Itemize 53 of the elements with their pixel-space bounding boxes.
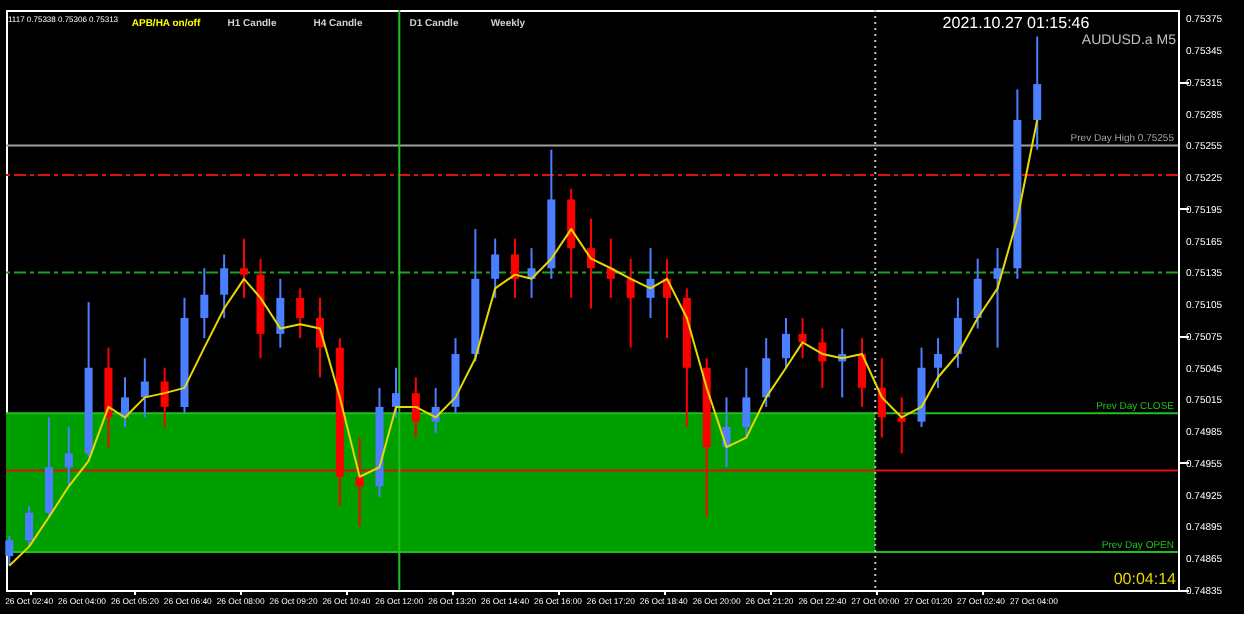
candlestick xyxy=(1033,35,1042,151)
annotation: 00:04:14 xyxy=(1113,570,1178,588)
candlestick xyxy=(606,237,615,299)
candlestick xyxy=(1013,88,1022,280)
candlestick xyxy=(296,287,305,340)
candlestick xyxy=(742,366,751,439)
candlestick xyxy=(375,386,384,498)
candlestick xyxy=(44,416,53,518)
candlestick xyxy=(64,426,73,488)
candlestick xyxy=(818,327,827,389)
candlestick xyxy=(682,287,691,429)
candlestick xyxy=(411,376,420,439)
candlestick xyxy=(587,217,596,310)
candlestick xyxy=(973,257,982,330)
candlestick xyxy=(220,253,229,319)
candlestick xyxy=(877,357,886,439)
candlestick xyxy=(315,296,324,379)
candlestick xyxy=(25,505,34,548)
candlestick xyxy=(858,337,867,408)
candlestick xyxy=(510,237,519,299)
candlestick xyxy=(180,296,189,415)
candlestick xyxy=(355,436,364,528)
candlestick xyxy=(160,366,169,429)
candlestick xyxy=(934,337,943,389)
annotation: 2021.10.27 01:15:46 xyxy=(942,14,1091,32)
candlestick xyxy=(646,247,655,319)
candlestick xyxy=(335,337,344,508)
candlestick xyxy=(84,301,93,458)
candlestick xyxy=(762,337,771,408)
candlestick xyxy=(140,357,149,419)
candlestick xyxy=(722,396,731,469)
candlestick xyxy=(471,228,480,363)
candlestick xyxy=(120,376,129,429)
candlestick xyxy=(897,396,906,455)
candlestick xyxy=(917,346,926,429)
candlestick xyxy=(953,296,962,369)
candlestick xyxy=(239,237,248,299)
candlestick xyxy=(491,237,500,299)
candlestick xyxy=(663,257,672,340)
candlestick xyxy=(451,337,460,415)
candlestick xyxy=(392,366,401,419)
candlestick xyxy=(200,267,209,340)
candlestick xyxy=(5,535,14,567)
line-series xyxy=(8,119,1039,567)
candlestick xyxy=(547,148,556,280)
candlestick xyxy=(256,257,265,360)
candlestick xyxy=(782,316,791,369)
candlestick xyxy=(276,277,285,349)
candlestick xyxy=(702,357,711,518)
candlestick xyxy=(626,257,635,349)
candlestick xyxy=(567,187,576,299)
candlestick xyxy=(798,316,807,360)
candlestick xyxy=(104,346,113,449)
